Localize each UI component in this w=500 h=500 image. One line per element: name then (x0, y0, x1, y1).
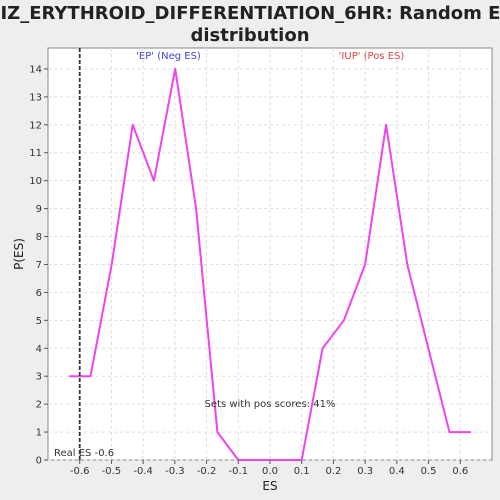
x-tick-label: 0.3 (357, 466, 373, 477)
y-tick-label: 5 (36, 316, 42, 327)
y-tick-label: 14 (29, 64, 42, 75)
y-tick-label: 11 (29, 148, 42, 159)
real-es-label: Real ES -0.6 (54, 448, 114, 459)
y-tick-label: 12 (29, 120, 42, 131)
chart-title-line-2: distribution (190, 25, 309, 46)
x-tick-label: -0.5 (102, 466, 122, 477)
x-tick-label: -0.2 (197, 466, 217, 477)
y-tick-label: 1 (36, 428, 42, 439)
chart-annotation: 'EP' (Neg ES) (136, 51, 201, 62)
x-tick-label: 0.0 (262, 466, 278, 477)
chart-annotation: Sets with pos scores: 41% (205, 399, 336, 410)
x-axis-label: ES (262, 479, 277, 493)
y-tick-label: 13 (29, 92, 42, 103)
chart-annotation: 'IUP' (Pos ES) (339, 51, 405, 62)
y-tick-label: 3 (36, 372, 42, 383)
y-axis-label: P(ES) (12, 238, 26, 270)
x-tick-label: -0.6 (70, 466, 90, 477)
y-tick-label: 6 (36, 288, 42, 299)
x-tick-label: 0.6 (452, 466, 468, 477)
y-tick-label: 9 (36, 204, 42, 215)
real-es-marker: Real ES -0.6 (54, 48, 114, 460)
x-tick-label: -0.3 (165, 466, 185, 477)
y-tick-label: 7 (36, 260, 42, 271)
y-tick-label: 8 (36, 232, 42, 243)
y-tick-label: 4 (36, 344, 42, 355)
x-tick-label: -0.1 (229, 466, 249, 477)
x-tick-label: 0.2 (325, 466, 341, 477)
x-tick-label: 0.4 (389, 466, 405, 477)
annotations: 'EP' (Neg ES) 'IUP' (Pos ES) Sets with pos… (136, 51, 404, 410)
chart-title-line-1: RIZ_ERYTHROID_DIFFERENTIATION_6HR: Rando… (0, 3, 500, 24)
y-tick-label: 10 (29, 176, 42, 187)
x-tick-label: -0.4 (133, 466, 153, 477)
y-tick-label: 2 (36, 400, 42, 411)
x-tick-label: 0.1 (294, 466, 310, 477)
x-tick-label: 0.5 (421, 466, 437, 477)
y-tick-label: 0 (36, 456, 42, 467)
grid-lines (48, 48, 492, 461)
x-axis-ticks: -0.6 -0.5 -0.4 -0.3 -0.2 -0.1 0.0 0.1 0.2 0.3 0.4 0… (70, 460, 468, 477)
